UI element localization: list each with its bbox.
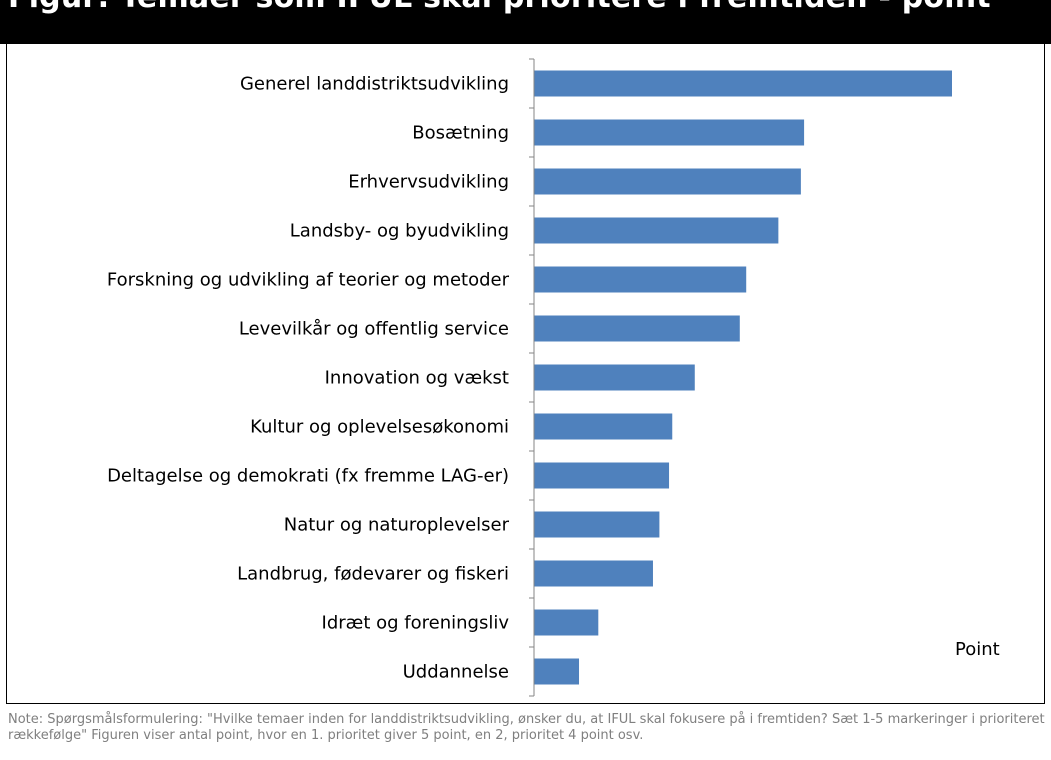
bar <box>534 266 747 293</box>
bar <box>534 560 653 587</box>
category-label: Idræt og foreningsliv <box>322 613 510 634</box>
category-label: Levevilkår og offentlig service <box>239 319 509 340</box>
chart-title: Figur: Temaer som IFUL skal prioritere i… <box>8 0 991 15</box>
category-label: Landbrug, fødevarer og fiskeri <box>237 564 509 585</box>
category-label: Bosætning <box>412 123 509 144</box>
footnote: Note: Spørgsmålsformulering: "Hvilke tem… <box>8 712 1045 743</box>
bar <box>534 217 779 244</box>
unit-label: Point <box>955 639 1000 660</box>
chart-frame <box>6 44 1045 704</box>
category-label: Generel landdistriktsudvikling <box>240 74 509 95</box>
category-label: Forskning og udvikling af teorier og met… <box>107 270 510 291</box>
category-label: Erhvervsudvikling <box>348 172 509 193</box>
category-label: Deltagelse og demokrati (fx fremme LAG-e… <box>107 466 509 487</box>
category-label: Kultur og oplevelsesøkonomi <box>250 417 509 438</box>
category-label: Uddannelse <box>403 662 509 683</box>
bar <box>534 658 580 685</box>
bar <box>534 462 670 489</box>
category-label: Innovation og vækst <box>325 368 509 389</box>
bar-chart: Generel landdistriktsudvikling Bosætning E… <box>107 58 1000 697</box>
category-axis <box>529 58 535 697</box>
category-labels: Generel landdistriktsudvikling Bosætning E… <box>107 74 510 683</box>
bar <box>534 119 805 146</box>
bars-layer <box>534 70 952 685</box>
category-label: Natur og naturoplevelser <box>284 515 510 536</box>
bar <box>534 511 660 538</box>
bar <box>534 168 801 195</box>
bar <box>534 364 695 391</box>
bar <box>534 315 740 342</box>
bar <box>534 413 673 440</box>
bar <box>534 70 952 97</box>
bar <box>534 609 599 636</box>
category-label: Landsby- og byudvikling <box>290 221 509 242</box>
header-bar: Figur: Temaer som IFUL skal prioritere i… <box>0 0 1051 44</box>
